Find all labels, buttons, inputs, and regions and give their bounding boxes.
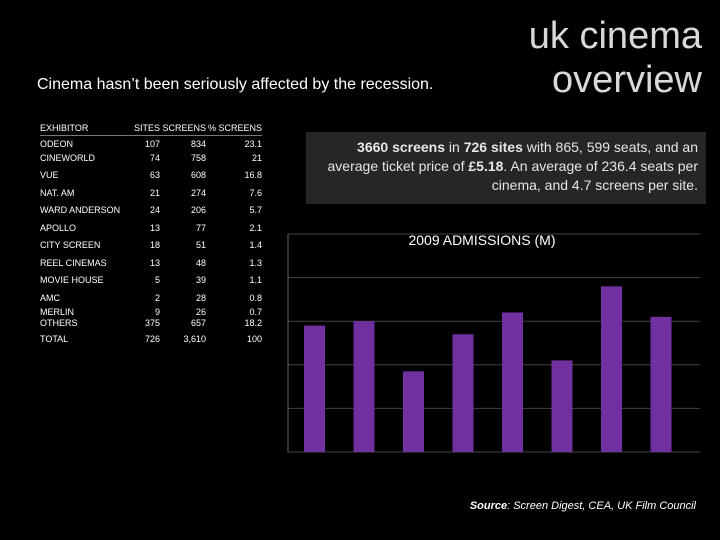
screens-cell: 77 bbox=[195, 222, 206, 233]
pct-screens-cell: 5.7 bbox=[249, 205, 262, 216]
table-row: CINEWORLD 74 758 21 bbox=[40, 149, 262, 167]
screens-cell: 834 bbox=[190, 139, 206, 149]
table-row: VUE 63 608 16.8 bbox=[40, 167, 262, 185]
summary-box: 3660 screens in 726 sites with 865, 599 … bbox=[306, 132, 706, 204]
exhibitor-table: EXHIBITOR SITES SCREENS % SCREENS ODEON 1… bbox=[40, 121, 262, 349]
table-row: TOTAL 726 3,610 100 bbox=[40, 329, 262, 349]
exhibitor-cell: CITY SCREEN bbox=[40, 240, 101, 251]
pct-screens-cell: 1.4 bbox=[249, 240, 262, 251]
chart-bar bbox=[403, 371, 424, 452]
header-screens: SCREENS bbox=[160, 121, 206, 136]
table-row: WARD ANDERSON 24 206 5.7 bbox=[40, 202, 262, 220]
source-text: : Screen Digest, CEA, UK Film Council bbox=[507, 500, 696, 512]
summary-text-1: in bbox=[445, 139, 464, 155]
exhibitor-cell: APOLLO bbox=[40, 222, 77, 233]
sites-cell: 74 bbox=[149, 152, 160, 163]
exhibitor-cell: VUE bbox=[40, 170, 59, 181]
screens-cell: 206 bbox=[190, 205, 206, 216]
chart-bar bbox=[304, 325, 325, 452]
chart-title: 2009 ADMISSIONS (M) bbox=[408, 232, 555, 248]
screens-cell: 39 bbox=[195, 275, 206, 286]
sites-cell: 24 bbox=[149, 205, 160, 216]
exhibitor-cell: AMC bbox=[40, 292, 60, 303]
screens-cell: 48 bbox=[195, 257, 206, 268]
pct-screens-cell: 23.1 bbox=[244, 139, 262, 149]
table-row: MERLIN 9 26 0.7 bbox=[40, 307, 262, 318]
pct-screens-cell: 7.6 bbox=[249, 187, 262, 198]
table-row: ODEON 107 834 23.1 bbox=[40, 136, 262, 149]
pct-screens-cell: 21 bbox=[251, 152, 262, 163]
exhibitor-cell: MOVIE HOUSE bbox=[40, 275, 104, 286]
sites-cell: 18 bbox=[149, 240, 160, 251]
pct-screens-cell: 0.8 bbox=[249, 292, 262, 303]
sites-cell: 63 bbox=[149, 170, 160, 181]
sites-cell: 13 bbox=[149, 222, 160, 233]
source-label: Source bbox=[469, 500, 508, 512]
sites-cell: 9 bbox=[154, 306, 160, 317]
screens-cell: 274 bbox=[190, 187, 206, 198]
summary-screens: 3660 screens bbox=[357, 139, 446, 155]
chart-bar bbox=[551, 360, 573, 452]
chart-bar bbox=[650, 316, 672, 452]
chart-bar bbox=[601, 286, 622, 452]
screens-cell: 3,610 bbox=[183, 333, 206, 344]
table-header-row: EXHIBITOR SITES SCREENS % SCREENS bbox=[40, 121, 262, 136]
pct-screens-cell: 1.3 bbox=[249, 257, 262, 268]
table-row: APOLLO 13 77 2.1 bbox=[40, 219, 262, 237]
table-row: MOVIE HOUSE 5 39 1.1 bbox=[40, 272, 262, 290]
table-row: OTHERS 375 657 18.2 bbox=[40, 318, 262, 329]
summary-sites: 726 sites bbox=[463, 139, 523, 155]
sites-cell: 2 bbox=[154, 292, 160, 303]
header-sites: SITES bbox=[126, 121, 160, 136]
pct-screens-cell: 2.1 bbox=[249, 222, 262, 233]
exhibitor-cell: REEL CINEMAS bbox=[40, 257, 107, 268]
pct-screens-cell: 0.7 bbox=[249, 306, 262, 317]
page-title-line2: overview bbox=[552, 59, 702, 101]
pct-screens-cell: 18.2 bbox=[244, 317, 262, 328]
screens-cell: 657 bbox=[190, 317, 206, 328]
chart-bar bbox=[452, 334, 474, 452]
screens-cell: 26 bbox=[195, 306, 206, 317]
exhibitor-cell: WARD ANDERSON bbox=[40, 205, 121, 216]
exhibitor-cell: OTHERS bbox=[40, 317, 78, 328]
page-title-line1: uk cinema bbox=[528, 15, 702, 57]
chart-bar bbox=[353, 321, 375, 452]
header-exhibitor: EXHIBITOR bbox=[40, 121, 126, 136]
source-note: Source: Screen Digest, CEA, UK Film Coun… bbox=[470, 500, 696, 512]
summary-text-2: with 865, 599 seats, and an average tick… bbox=[327, 139, 698, 174]
table-row: REEL CINEMAS 13 48 1.3 bbox=[40, 254, 262, 272]
pct-screens-cell: 100 bbox=[246, 333, 262, 344]
sites-cell: 726 bbox=[144, 333, 160, 344]
admissions-chart: 2009 ADMISSIONS (M) bbox=[287, 232, 700, 453]
table-row: CITY SCREEN 18 51 1.4 bbox=[40, 237, 262, 255]
sites-cell: 375 bbox=[144, 317, 160, 328]
exhibitor-cell: NAT. AM bbox=[40, 187, 75, 198]
exhibitor-cell: MERLIN bbox=[40, 306, 75, 317]
table-row: AMC 2 28 0.8 bbox=[40, 289, 262, 307]
exhibitor-cell: ODEON bbox=[40, 139, 74, 149]
header-pct-screens: % SCREENS bbox=[206, 121, 262, 136]
pct-screens-cell: 1.1 bbox=[249, 275, 262, 286]
page-title: uk cinema overview bbox=[472, 14, 702, 102]
sites-cell: 5 bbox=[154, 275, 160, 286]
summary-price: £5.18 bbox=[468, 158, 504, 174]
screens-cell: 51 bbox=[195, 240, 206, 251]
screens-cell: 608 bbox=[190, 170, 206, 181]
screens-cell: 28 bbox=[195, 292, 206, 303]
table-row: NAT. AM 21 274 7.6 bbox=[40, 184, 262, 202]
sites-cell: 13 bbox=[149, 257, 160, 268]
sites-cell: 107 bbox=[144, 139, 160, 149]
pct-screens-cell: 16.8 bbox=[244, 170, 262, 181]
exhibitor-cell: CINEWORLD bbox=[40, 152, 96, 163]
page-subtitle: Cinema hasn’t been seriously affected by… bbox=[37, 76, 434, 93]
chart-bar bbox=[502, 312, 523, 452]
exhibitor-cell: TOTAL bbox=[40, 333, 69, 344]
summary-text-3: . An average of 236.4 seats per cinema, … bbox=[491, 158, 698, 193]
sites-cell: 21 bbox=[149, 187, 160, 198]
screens-cell: 758 bbox=[190, 152, 206, 163]
